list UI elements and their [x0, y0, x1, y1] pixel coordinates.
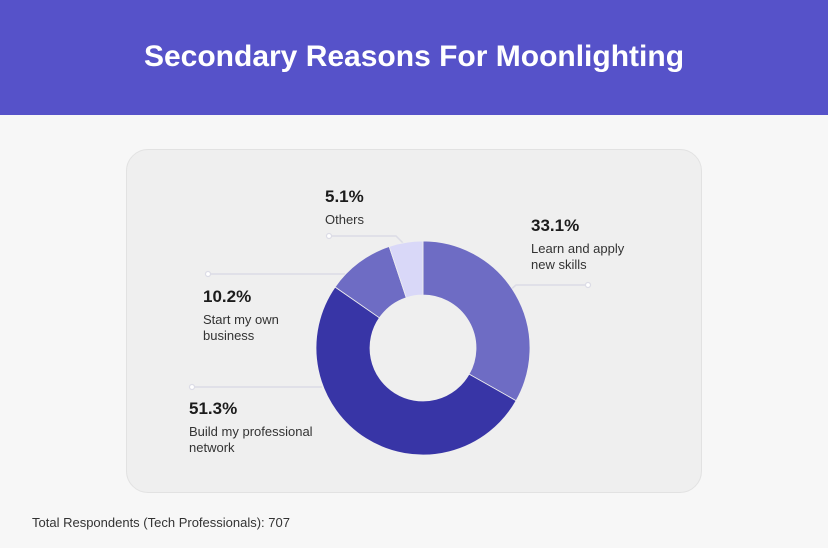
label-network: 51.3% Build my professional network [189, 399, 339, 456]
slice-value-label: 33.1% [531, 216, 580, 235]
respondents-note: Total Respondents (Tech Professionals): … [32, 515, 290, 530]
slice-value-label: 10.2% [203, 287, 252, 306]
slice-name-label: Build my professional network [189, 424, 313, 455]
slice-value-label: 5.1% [325, 187, 364, 206]
leader-dot-others [325, 232, 333, 240]
header-banner: Secondary Reasons For Moonlighting [0, 0, 828, 115]
leader-line-others [329, 235, 406, 246]
slice-name-label: Others [325, 212, 365, 227]
donut-slice-learn-and-apply-new-skills [422, 240, 531, 402]
chart-title: Secondary Reasons For Moonlighting [143, 40, 685, 73]
leader-dot-network [188, 383, 196, 391]
label-others: 5.1% Others [325, 187, 364, 228]
donut-slice-build-my-professional-network [315, 286, 517, 456]
donut-slice-others [388, 240, 424, 299]
slice-name-label: Start my own business [203, 312, 279, 343]
slice-name-label: Learn and apply new skills [531, 241, 625, 272]
leader-dot-learn [584, 281, 592, 289]
leader-dot-business [204, 270, 212, 278]
label-learn: 33.1% Learn and apply new skills [531, 216, 651, 273]
slice-value-label: 51.3% [189, 399, 238, 418]
leader-line-learn [508, 284, 588, 292]
label-business: 10.2% Start my own business [203, 287, 303, 344]
